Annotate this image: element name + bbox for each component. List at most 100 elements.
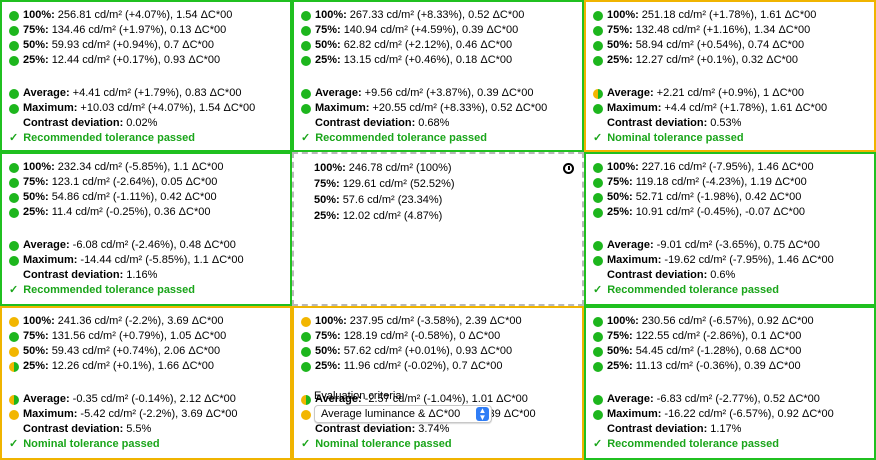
status-dot-green-icon [301, 40, 311, 51]
measurement-row: Average: -2.57 cd/m² (-1.04%), 1.01 ΔC*00 [301, 392, 578, 407]
reference-content: 100%: 246.78 cd/m² (100%) 75%: 129.61 cd/m²… [314, 160, 578, 224]
row-label: 50%: [315, 345, 341, 357]
row-label: 25%: [314, 210, 340, 222]
select-arrows-icon[interactable]: ▲ ▼ [476, 407, 489, 422]
row-label: 50%: [314, 194, 340, 206]
cell-content: 100%: 256.81 cd/m² (+4.07%), 1.54 ΔC*00 75… [9, 8, 286, 146]
row-value: 58.94 cd/m² (+0.54%), 0.74 ΔC*00 [635, 39, 805, 51]
reference-row: 100%: 246.78 cd/m² (100%) [314, 160, 578, 176]
row-value: 134.46 cd/m² (+1.97%), 0.13 ΔC*00 [51, 24, 227, 36]
tolerance-result: ✓ Recommended tolerance passed [593, 283, 870, 298]
status-dot-green-icon [593, 331, 603, 342]
row-value: 230.56 cd/m² (-6.57%), 0.92 ΔC*00 [641, 315, 814, 327]
measurement-row: 50%: 54.45 cd/m² (-1.28%), 0.68 ΔC*00 [593, 344, 870, 359]
row-label: 25%: [23, 54, 49, 66]
contrast-deviation-row: Contrast deviation: 0.53% [593, 116, 870, 131]
status-dot-green-icon [9, 331, 19, 342]
cell-content: 100%: 241.36 cd/m² (-2.2%), 3.69 ΔC*00 75%… [9, 314, 286, 452]
row-label: Maximum: [607, 102, 662, 114]
row-label: 50%: [607, 345, 633, 357]
evaluation-criteria-select[interactable]: Average luminance & ΔC*00 ▲ ▼ [314, 405, 492, 423]
row-label: 25%: [315, 360, 341, 372]
row-value: 54.45 cd/m² (-1.28%), 0.68 ΔC*00 [635, 345, 802, 357]
row-label: 50%: [607, 39, 633, 51]
row-label: 100%: [607, 161, 639, 173]
status-dot-green-icon [301, 103, 311, 114]
checkmark-icon: ✓ [593, 132, 603, 144]
row-label: 75%: [23, 176, 49, 188]
contrast-label: Contrast deviation: [23, 423, 124, 435]
measurement-row: Maximum: +4.4 cd/m² (+1.78%), 1.61 ΔC*00 [593, 101, 870, 116]
measurement-row: Average: -6.08 cd/m² (-2.46%), 0.48 ΔC*00 [9, 238, 286, 253]
status-dot-green-icon [593, 55, 603, 66]
row-label: 25%: [607, 206, 633, 218]
contrast-deviation-row: Contrast deviation: 1.16% [9, 268, 286, 283]
row-value: -2.57 cd/m² (-1.04%), 1.01 ΔC*00 [364, 393, 528, 405]
tolerance-result: ✓ Recommended tolerance passed [9, 131, 286, 146]
row-label: 75%: [315, 24, 341, 36]
row-label: 50%: [23, 39, 49, 51]
row-value: 11.13 cd/m² (-0.36%), 0.39 ΔC*00 [635, 360, 801, 372]
row-value: 59.43 cd/m² (+0.74%), 2.06 ΔC*00 [51, 345, 221, 357]
info-icon[interactable] [563, 163, 574, 174]
measurement-row: 50%: 54.86 cd/m² (-1.11%), 0.42 ΔC*00 [9, 190, 286, 205]
status-dot-green-icon [593, 192, 603, 203]
row-label: Maximum: [23, 102, 78, 114]
status-dot-yellow-icon [9, 316, 19, 327]
row-value: 227.16 cd/m² (-7.95%), 1.46 ΔC*00 [641, 161, 814, 173]
contrast-label: Contrast deviation: [607, 269, 708, 281]
spacer [9, 425, 19, 435]
status-dot-green-icon [9, 10, 19, 21]
row-label: 75%: [607, 24, 633, 36]
row-value: +20.55 cd/m² (+8.33%), 0.52 ΔC*00 [372, 102, 548, 114]
contrast-deviation-row: Contrast deviation: 3.74% [301, 422, 578, 437]
row-label: 100%: [23, 9, 55, 21]
row-value: 129.61 cd/m² (52.52%) [342, 178, 455, 190]
evaluation-criteria-label: Evaluation criteria: [314, 390, 405, 402]
measurement-row: 75%: 122.55 cd/m² (-2.86%), 0.1 ΔC*00 [593, 329, 870, 344]
row-label: 75%: [314, 178, 340, 190]
measurement-row: 25%: 12.44 cd/m² (+0.17%), 0.93 ΔC*00 [9, 53, 286, 68]
row-label: Maximum: [23, 254, 78, 266]
cell-content: 100%: 267.33 cd/m² (+8.33%), 0.52 ΔC*00 75… [301, 8, 578, 146]
row-label: Average: [607, 239, 654, 251]
status-dot-green-icon [9, 240, 19, 251]
cell-content: 100%: 237.95 cd/m² (-3.58%), 2.39 ΔC*00 75… [301, 314, 578, 452]
spacer [593, 119, 603, 129]
row-label: 50%: [607, 191, 633, 203]
status-dot-green-icon [593, 177, 603, 188]
uniformity-cell: 100%: 267.33 cd/m² (+8.33%), 0.52 ΔC*00 75… [292, 0, 584, 152]
row-label: 25%: [315, 54, 341, 66]
reference-row: 75%: 129.61 cd/m² (52.52%) [314, 176, 578, 192]
row-value: 123.1 cd/m² (-2.64%), 0.05 ΔC*00 [51, 176, 218, 188]
measurement-row: Maximum: -5.42 cd/m² (-2.2%), 3.69 ΔC*00 [9, 407, 286, 422]
uniformity-cell: 100%: 227.16 cd/m² (-7.95%), 1.46 ΔC*00 75… [584, 152, 876, 306]
checkmark-icon: ✓ [593, 438, 603, 450]
status-dot-green-icon [9, 192, 19, 203]
status-dot-half-icon [301, 394, 311, 405]
checkmark-icon: ✓ [9, 284, 19, 296]
row-value: 251.18 cd/m² (+1.78%), 1.61 ΔC*00 [641, 9, 817, 21]
measurement-row: Maximum: -14.44 cd/m² (-5.85%), 1.1 ΔC*00 [9, 253, 286, 268]
row-label: 75%: [23, 330, 49, 342]
row-label: 50%: [23, 345, 49, 357]
status-dot-yellow-icon [9, 346, 19, 357]
tolerance-result: ✓ Recommended tolerance passed [9, 283, 286, 298]
row-label: 75%: [607, 176, 633, 188]
contrast-value: 1.17% [710, 423, 742, 435]
row-label: 75%: [607, 330, 633, 342]
select-value: Average luminance & ΔC*00 [321, 408, 461, 420]
row-value: 241.36 cd/m² (-2.2%), 3.69 ΔC*00 [57, 315, 224, 327]
measurement-row: Average: -6.83 cd/m² (-2.77%), 0.52 ΔC*00 [593, 392, 870, 407]
row-value: 122.55 cd/m² (-2.86%), 0.1 ΔC*00 [635, 330, 802, 342]
reference-row: 25%: 12.02 cd/m² (4.87%) [314, 208, 578, 224]
cell-content: 100%: 251.18 cd/m² (+1.78%), 1.61 ΔC*00 75… [593, 8, 870, 146]
cell-content: 100%: 232.34 cd/m² (-5.85%), 1.1 ΔC*00 75%… [9, 160, 286, 298]
contrast-value: 0.68% [418, 117, 450, 129]
status-dot-green-icon [593, 40, 603, 51]
status-dot-half-icon [593, 88, 603, 99]
status-dot-green-icon [9, 88, 19, 99]
row-label: Maximum: [607, 254, 662, 266]
checkmark-icon: ✓ [9, 132, 19, 144]
measurement-row: 50%: 58.94 cd/m² (+0.54%), 0.74 ΔC*00 [593, 38, 870, 53]
